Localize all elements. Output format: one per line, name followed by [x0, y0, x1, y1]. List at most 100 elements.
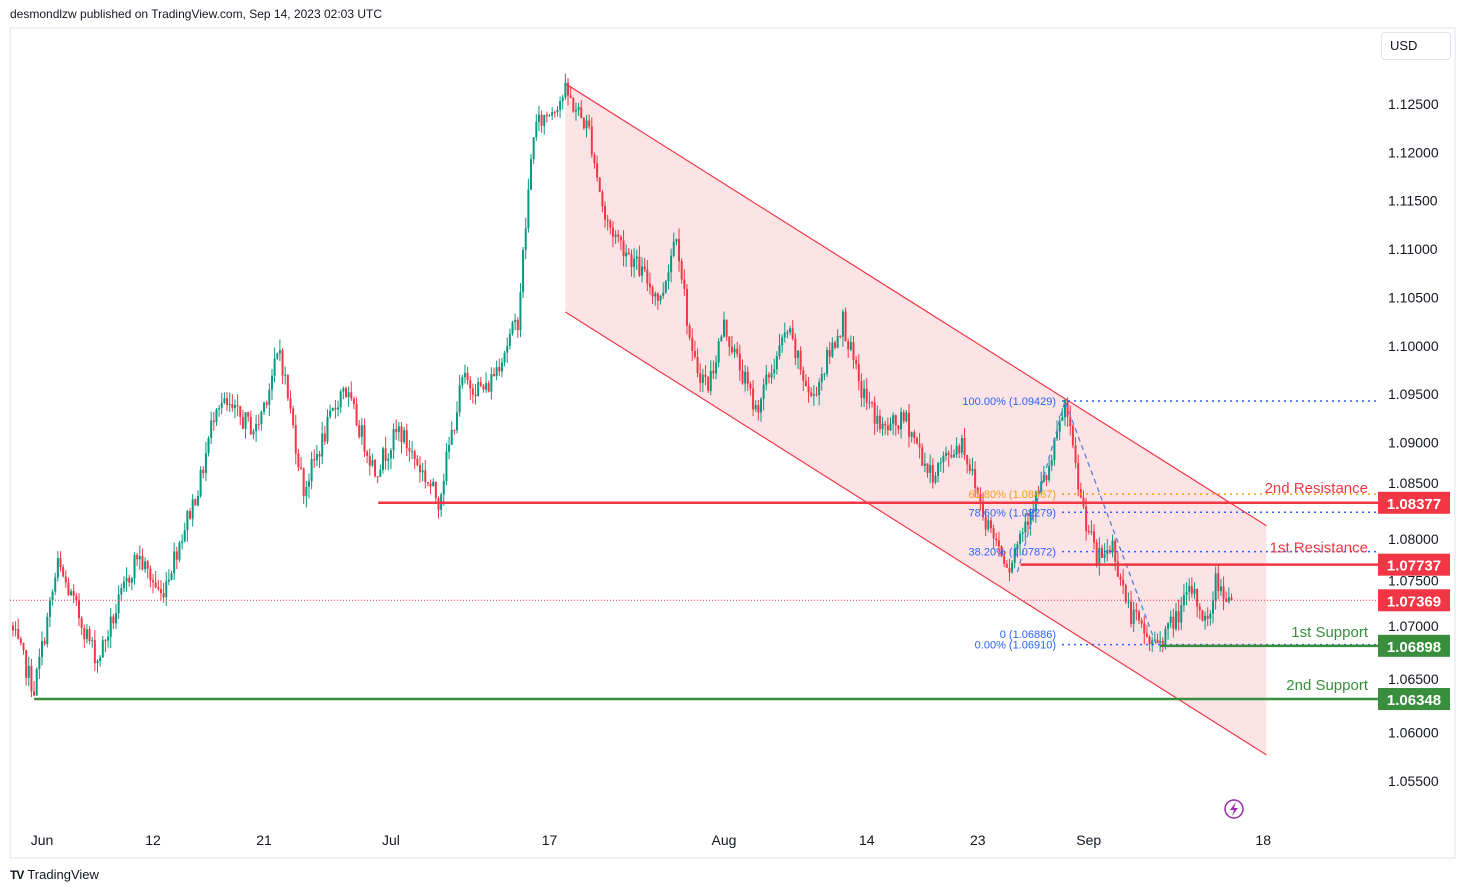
candle-body	[498, 367, 501, 372]
candle-body	[487, 383, 490, 392]
candle-body	[672, 241, 675, 256]
candle-body	[215, 409, 218, 423]
candle-body	[722, 319, 725, 337]
candle-body	[889, 423, 892, 431]
candle-body	[1114, 540, 1117, 562]
candle-body	[923, 463, 926, 466]
candle-body	[355, 404, 358, 426]
candle-body	[1143, 623, 1146, 634]
candle-body	[519, 292, 522, 331]
candle-body	[997, 540, 1000, 547]
channel-fill	[565, 83, 1267, 755]
candle-body	[75, 595, 78, 601]
candle-body	[987, 520, 990, 530]
candle-body	[878, 415, 881, 430]
candle-body	[1000, 546, 1003, 557]
candle-body	[463, 372, 466, 378]
candle-body	[490, 373, 493, 392]
candle-body	[313, 459, 316, 461]
candle-body	[1050, 460, 1053, 466]
candle-body	[709, 370, 712, 391]
candle-body	[109, 616, 112, 637]
candle-body	[199, 469, 202, 496]
candle-body	[738, 353, 741, 371]
candle-body	[971, 469, 974, 471]
candle-body	[352, 398, 355, 405]
y-tick-label: 1.10000	[1388, 338, 1439, 354]
candle-body	[136, 555, 139, 560]
candle-body	[35, 668, 38, 696]
candle-body	[646, 269, 649, 284]
candle-body	[939, 462, 942, 464]
candle-body	[1190, 585, 1193, 594]
candle-body	[167, 579, 170, 582]
candle-body	[545, 114, 548, 117]
candle-body	[1111, 540, 1114, 553]
candle-body	[1169, 616, 1172, 623]
candle-body	[746, 371, 749, 384]
x-tick-label: 21	[256, 832, 272, 848]
fib-level-label: 61.80% (1.08467)	[969, 489, 1056, 501]
candle-body	[683, 279, 686, 289]
candle-body	[1095, 542, 1098, 564]
candle-body	[1159, 640, 1162, 644]
candle-body	[107, 636, 110, 641]
price-tag: 1.08377	[1387, 496, 1441, 513]
candle-body	[691, 337, 694, 351]
candle-body	[873, 402, 876, 424]
candle-body	[717, 341, 720, 363]
candle-body	[1119, 576, 1122, 580]
candle-body	[54, 577, 57, 592]
candle-body	[730, 346, 733, 353]
y-tick-label: 1.12500	[1388, 96, 1439, 112]
candle-body	[942, 455, 945, 463]
candle-body	[397, 426, 400, 433]
y-tick-label: 1.07500	[1388, 572, 1439, 588]
candle-body	[532, 137, 535, 160]
candle-body	[189, 511, 192, 519]
x-tick-label: 12	[145, 832, 161, 848]
tradingview-logo[interactable]: TV TradingView	[10, 867, 99, 882]
candle-body	[982, 501, 985, 518]
candle-body	[847, 341, 850, 350]
candle-body	[757, 405, 760, 413]
candle-body	[894, 415, 897, 426]
candle-body	[865, 388, 868, 403]
candle-body	[62, 567, 65, 577]
x-tick-label: Sep	[1076, 832, 1101, 848]
candle-body	[929, 465, 932, 473]
candle-body	[72, 591, 75, 596]
candle-body	[1011, 562, 1014, 573]
currency-selector[interactable]: USD	[1381, 32, 1451, 60]
candle-body	[799, 350, 802, 371]
candle-body	[43, 641, 46, 645]
candle-body	[101, 640, 104, 658]
candle-body	[564, 82, 567, 98]
candle-body	[331, 407, 334, 411]
candle-body	[913, 432, 916, 439]
candle-body	[662, 292, 665, 297]
candle-body	[1024, 521, 1027, 533]
candle-body	[609, 220, 612, 228]
candle-body	[178, 542, 181, 560]
candle-body	[778, 345, 781, 357]
candle-body	[783, 332, 786, 338]
y-tick-label: 1.05500	[1388, 773, 1439, 789]
candle-body	[146, 561, 149, 569]
candle-body	[265, 402, 268, 405]
candle-body	[852, 342, 855, 360]
candle-body	[318, 454, 321, 457]
candle-body	[186, 511, 189, 531]
candle-body	[915, 438, 918, 444]
candle-body	[931, 465, 934, 483]
candle-body	[479, 382, 482, 386]
candle-body	[886, 425, 889, 431]
candle-body	[752, 388, 755, 410]
candle-body	[93, 640, 96, 664]
candle-body	[794, 338, 797, 358]
candle-body	[70, 591, 73, 595]
candle-body	[680, 261, 683, 280]
candle-body	[493, 373, 496, 377]
tradingview-logo-text: TradingView	[27, 867, 99, 882]
